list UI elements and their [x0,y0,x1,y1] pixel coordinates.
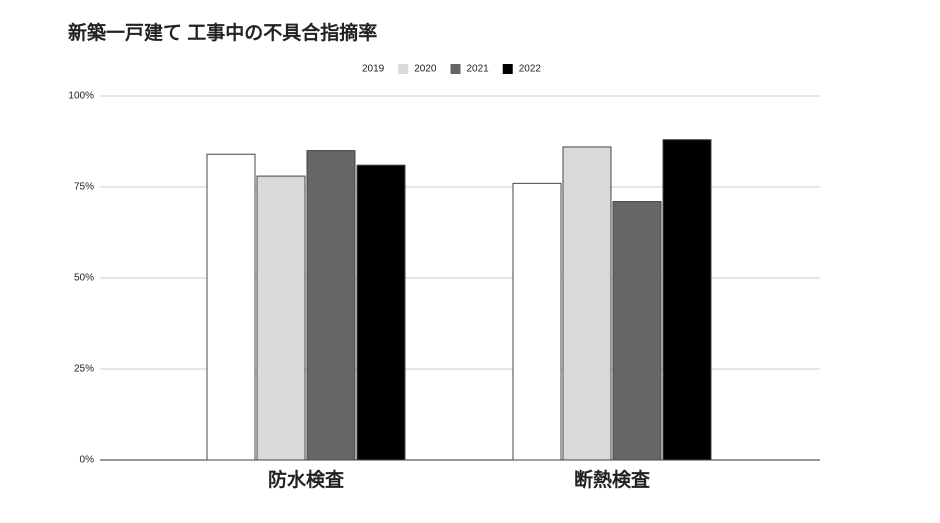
legend-swatch [450,64,461,74]
chart-title: 新築一戸建て 工事中の不具合指摘率 [68,21,377,44]
y-tick-label: 75% [74,182,94,193]
x-tick-label: 防水検査 [268,468,345,491]
bar [206,153,256,461]
bar [512,182,562,461]
legend-label: 2019 [362,64,385,75]
bar [306,150,356,461]
bar [256,175,306,461]
bar [612,201,662,461]
legend-swatch [398,64,409,74]
y-tick-label: 100% [68,91,94,102]
bar [356,164,406,461]
y-tick-label: 50% [74,273,94,284]
legend-label: 2020 [414,64,437,75]
legend-label: 2022 [519,64,542,75]
y-tick-label: 0% [80,455,95,466]
legend-label: 2021 [467,64,490,75]
legend-swatch [502,64,513,74]
x-tick-label: 断熱検査 [574,468,651,491]
y-tick-label: 25% [74,364,94,375]
bar [662,139,712,461]
bar [562,146,612,461]
